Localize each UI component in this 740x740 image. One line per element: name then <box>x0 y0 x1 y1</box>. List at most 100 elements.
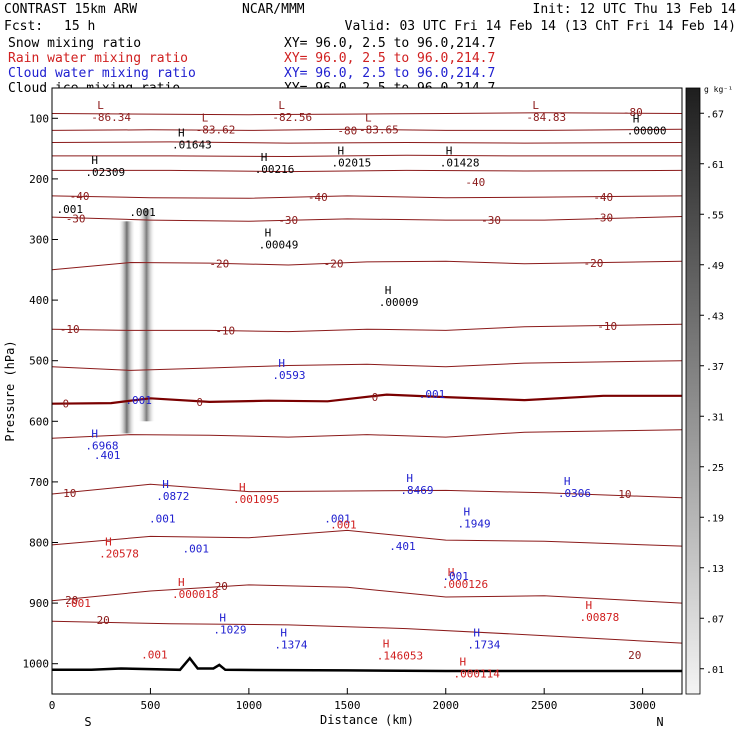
y-tick-label-8: 900 <box>29 597 49 610</box>
extremum-kind: H <box>219 611 226 624</box>
isotherm-3 <box>52 154 682 158</box>
extremum-value: .8469 <box>400 484 433 497</box>
isotherm-label-10: -20 <box>209 258 229 271</box>
extremum-value: .02015 <box>331 157 371 170</box>
contour-label-4: .401 <box>94 449 121 462</box>
colorbar-tick-label-6: .37 <box>706 362 724 373</box>
isotherm-15 <box>52 620 682 644</box>
extremum-kind: H <box>473 626 480 639</box>
isotherm-label-8: -30 <box>481 214 501 227</box>
extremum-18: H.0306 <box>558 475 591 500</box>
x-tick-label-0: 0 <box>49 699 56 712</box>
extremum-value: .000018 <box>172 588 218 601</box>
extremum-kind: H <box>564 475 571 488</box>
legend: Snow mixing ratio XY= 96.0, 2.5 to 96.0,… <box>8 36 495 96</box>
extremum-value: .01643 <box>172 139 212 152</box>
extremum-13: H.0593 <box>272 357 305 382</box>
extremum-kind: H <box>446 145 453 158</box>
isotherm-label-9: -30 <box>593 212 613 225</box>
extremum-20: H.1374 <box>274 626 307 651</box>
extremum-kind: H <box>91 154 98 167</box>
isotherm-label-0: -80 <box>623 106 643 119</box>
isotherm-label-17: 0 <box>196 396 203 409</box>
colorbar-tick-label-1: .07 <box>706 614 724 625</box>
extremum-kind: L <box>97 99 104 112</box>
y-tick-label-3: 400 <box>29 294 49 307</box>
extremum-value: .20578 <box>99 548 139 561</box>
extremum-kind: H <box>586 599 593 612</box>
colorbar-tick-label-0: .01 <box>706 665 724 676</box>
colorbar: .01 .07 .13 .19 .25 .31 .37 .43 .49 .55 .61 .67 g k… <box>685 85 733 695</box>
extremum-kind: H <box>633 113 640 126</box>
x-tick-label-5: 2500 <box>531 699 558 712</box>
extremum-kind: H <box>178 576 185 589</box>
isotherm-label-12: -20 <box>583 257 603 270</box>
isotherm-4 <box>52 169 682 173</box>
contour-label-11: .001 <box>141 649 168 662</box>
extremum-22: H.00878 <box>580 599 620 624</box>
y-axis-label: Pressure (hPa) <box>3 340 17 441</box>
isotherm-label-23: 20 <box>628 649 641 662</box>
isotherm-label-24: 20 <box>97 614 110 627</box>
extremum-value: .0306 <box>558 487 591 500</box>
contour-label-2: .001 <box>125 394 152 407</box>
extremum-value: .0872 <box>156 490 189 503</box>
isotherm-label-6: -30 <box>66 212 86 225</box>
extremum-15: H.0872 <box>156 478 189 503</box>
extremum-12: H.00009 <box>379 284 419 309</box>
x-tick-label-1: 500 <box>141 699 161 712</box>
isotherm-label-18: 0 <box>372 391 379 404</box>
isotherm-5 <box>52 195 682 199</box>
extremum-value: .00009 <box>379 296 419 309</box>
org-label: NCAR/MMM <box>242 2 305 17</box>
extremum-24: H.20578 <box>99 536 139 561</box>
contour-label-6: .001 <box>149 512 176 525</box>
colorbar-tick-label-9: .55 <box>706 210 724 221</box>
legend-cloud-water: Cloud water mixing ratio <box>8 66 196 81</box>
colorbar-tick-label-5: .31 <box>706 412 724 423</box>
extremum-value: .1949 <box>457 517 490 530</box>
colorbar-tick-label-3: .19 <box>706 513 724 524</box>
x-tick-label-3: 1500 <box>334 699 361 712</box>
y-tick-label-0: 100 <box>29 112 49 125</box>
extremum-kind: H <box>385 284 392 297</box>
legend-rain-xy: XY= 96.0, 2.5 to 96.0,214.7 <box>284 51 495 66</box>
x-tick-label-6: 3000 <box>629 699 656 712</box>
legend-snow: Snow mixing ratio <box>8 36 141 51</box>
y-axis: 100 200 300 400 500 600 700 800 900 1000 <box>23 112 58 671</box>
extremum-kind: H <box>178 127 185 140</box>
init-time: Init: 12 UTC Thu 13 Feb 14 <box>533 2 737 17</box>
extremum-4: L-84.83 <box>526 99 566 124</box>
extremum-kind: H <box>406 472 413 485</box>
colorbar-tick-label-11: .67 <box>706 109 724 120</box>
plot-background <box>52 88 682 694</box>
extremum-0: L-86.34 <box>91 99 131 124</box>
plot-content: -80 -80 -40 -40 -40 -40 -30 -30 -30 -30 -20 -20 -20 -… <box>52 99 682 694</box>
colorbar-tick-label-10: .61 <box>706 160 724 171</box>
isotherm-label-21: 20 <box>65 594 78 607</box>
terrain-line <box>52 656 682 673</box>
isotherm-8 <box>52 323 682 333</box>
extremum-3: L-83.65 <box>359 111 399 136</box>
isotherm-label-7: -30 <box>278 214 298 227</box>
extremum-10: H.02309 <box>85 154 125 179</box>
isotherm-label-19: 10 <box>63 487 76 500</box>
isotherm-label-14: -10 <box>215 324 235 337</box>
isotherm-6 <box>52 216 682 222</box>
isotherm-11 <box>52 429 682 439</box>
extremum-kind: H <box>383 637 390 650</box>
extremum-value: .001095 <box>233 493 279 506</box>
y-tick-label-2: 300 <box>29 234 49 247</box>
x-tick-label-2: 1000 <box>236 699 263 712</box>
contour-label-1: .001 <box>129 206 156 219</box>
isotherm-label-20: 10 <box>618 488 631 501</box>
extremum-value: .000114 <box>454 668 501 681</box>
extremum-kind: H <box>280 626 287 639</box>
colorbar-tick-label-7: .43 <box>706 311 724 322</box>
x-axis: 0 500 1000 1500 2000 2500 3000 <box>49 688 656 712</box>
y-tick-label-4: 500 <box>29 355 49 368</box>
isotherm-label-16: 0 <box>62 398 69 411</box>
extremum-value: .1029 <box>213 623 246 636</box>
extremum-25: H.000018 <box>172 576 218 601</box>
legend-rain: Rain water mixing ratio <box>8 51 188 66</box>
